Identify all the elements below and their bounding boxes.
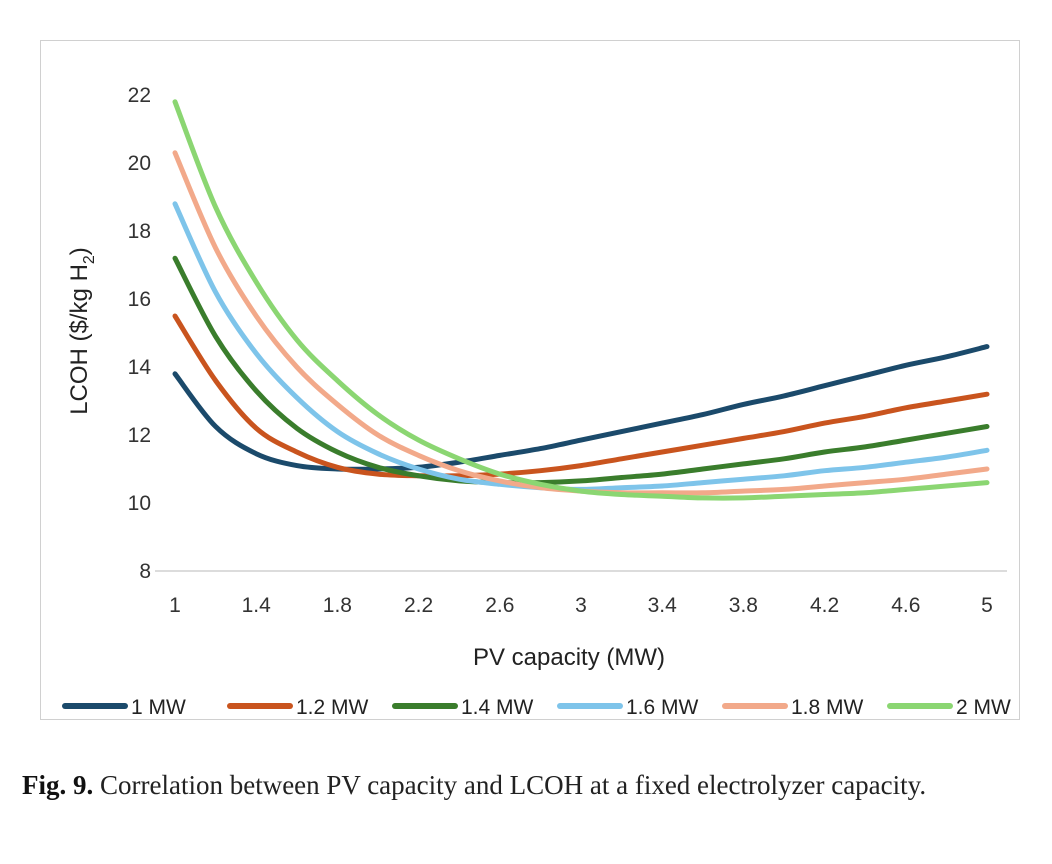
figure-caption: Fig. 9. Correlation between PV capacity …	[22, 766, 1032, 804]
legend-label-5: 2 MW	[956, 696, 1011, 719]
y-tick-label: 12	[128, 424, 151, 447]
x-tick-label: 1	[169, 594, 181, 617]
series-line-0	[172, 344, 990, 472]
chart-frame: 8 10 12 14 16 18 20 22 1 1.4 1.8 2.2 2.6 3 3.4 3.8 4.2 4…	[40, 40, 1020, 720]
x-tick-label: 5	[981, 594, 993, 617]
line-chart: 8 10 12 14 16 18 20 22 1 1.4 1.8 2.2 2.6 3 3.4 3.8 4.2 4…	[62, 84, 1011, 719]
figure-caption-text: Correlation between PV capacity and LCOH…	[100, 770, 927, 800]
y-axis-title-close: )	[66, 247, 93, 255]
y-axis-title: LCOH ($/kg H2)	[66, 247, 98, 415]
legend-label-1: 1.2 MW	[296, 696, 369, 719]
series-line-5	[172, 99, 990, 501]
y-tick-label: 18	[128, 220, 151, 243]
figure-label: Fig. 9.	[22, 770, 94, 800]
x-tick-label: 1.4	[242, 594, 272, 617]
legend-label-3: 1.6 MW	[626, 696, 699, 719]
y-axis-title-subscript: 2	[81, 255, 98, 264]
x-axis-ticks: 1 1.4 1.8 2.2 2.6 3 3.4 3.8 4.2 4.6 5	[169, 594, 993, 617]
y-axis-title-main: LCOH ($/kg H	[66, 264, 93, 415]
series-line-2	[172, 255, 990, 486]
series-lines	[172, 99, 990, 501]
x-tick-label: 2.6	[485, 594, 514, 617]
x-axis-title: PV capacity (MW)	[473, 644, 665, 671]
x-tick-label: 3.4	[648, 594, 678, 617]
y-tick-label: 8	[139, 560, 151, 583]
series-line-1	[172, 313, 990, 479]
y-tick-label: 16	[128, 288, 151, 311]
y-tick-label: 14	[128, 356, 152, 379]
x-tick-label: 3.8	[729, 594, 758, 617]
x-tick-label: 4.6	[891, 594, 920, 617]
x-tick-label: 4.2	[810, 594, 839, 617]
x-tick-label: 2.2	[404, 594, 433, 617]
y-axis-ticks: 8 10 12 14 16 18 20 22	[128, 84, 152, 583]
y-tick-label: 10	[128, 492, 151, 515]
legend-label-2: 1.4 MW	[461, 696, 534, 719]
x-tick-label: 1.8	[323, 594, 352, 617]
legend-label-0: 1 MW	[131, 696, 186, 719]
y-tick-label: 20	[128, 152, 151, 175]
y-tick-label: 22	[128, 84, 151, 107]
legend: 1 MW 1.2 MW 1.4 MW 1.6 MW 1.8 MW 2 MW	[62, 696, 1011, 719]
x-tick-label: 3	[575, 594, 587, 617]
legend-label-4: 1.8 MW	[791, 696, 864, 719]
